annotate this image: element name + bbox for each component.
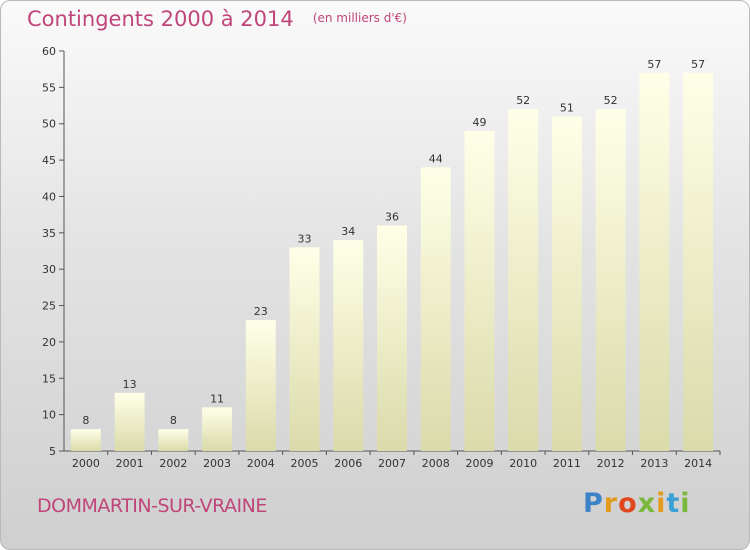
- y-tick-label: 50: [42, 118, 56, 131]
- bar-value-label: 33: [298, 232, 312, 245]
- bar: [202, 407, 233, 451]
- bar-value-label: 11: [210, 392, 224, 405]
- axes: 5 10 15 20 25 30 35 40 45 50 55 60 2000 2001 2002 2003 2…: [42, 45, 721, 470]
- title-row: Contingents 2000 à 2014 (en milliers d'€…: [27, 7, 407, 31]
- bar: [333, 240, 364, 451]
- x-tick-label: 2010: [509, 457, 537, 470]
- bar: [551, 116, 582, 452]
- x-tick-label: 2013: [640, 457, 668, 470]
- bar: [70, 429, 101, 451]
- x-tick-label: 2004: [247, 457, 275, 470]
- bar: [245, 320, 276, 451]
- bar: [289, 247, 320, 451]
- x-tick-label: 2009: [465, 457, 493, 470]
- x-tick-label: 2007: [378, 457, 406, 470]
- x-tick-label: 2006: [334, 457, 362, 470]
- x-tick-label: 2005: [291, 457, 319, 470]
- x-tick-label: 2001: [116, 457, 144, 470]
- bar-value-label: 57: [647, 58, 661, 71]
- y-tick-label: 45: [42, 154, 56, 167]
- y-tick-label: 10: [42, 409, 56, 422]
- x-tick-label: 2014: [684, 457, 712, 470]
- y-tick-label: 15: [42, 372, 56, 385]
- y-tick-label: 25: [42, 300, 56, 313]
- y-tick-label: 20: [42, 336, 56, 349]
- bar: [683, 72, 714, 452]
- x-tick-label: 2003: [203, 457, 231, 470]
- bar: [464, 131, 495, 451]
- y-tick-label: 35: [42, 227, 56, 240]
- bar: [114, 392, 145, 451]
- bar: [595, 109, 626, 451]
- x-tick-label: 2012: [597, 457, 625, 470]
- bar-value-label: 49: [472, 116, 486, 129]
- bar: [158, 429, 189, 451]
- bar-value-label: 57: [691, 58, 705, 71]
- proxiti-logo: Proxiti: [583, 488, 691, 519]
- bar-value-label: 51: [560, 101, 574, 114]
- bar-value-label: 8: [82, 414, 89, 427]
- bars: [70, 72, 714, 452]
- bar-value-label: 34: [341, 225, 355, 238]
- x-tick-label: 2000: [72, 457, 100, 470]
- bar-value-label: 52: [516, 94, 530, 107]
- x-tick-label: 2008: [422, 457, 450, 470]
- bar: [508, 109, 539, 451]
- bar-value-label: 36: [385, 211, 399, 224]
- y-tick-label: 55: [42, 81, 56, 94]
- chart-subtitle: (en milliers d'€): [312, 11, 407, 25]
- bar: [639, 72, 670, 452]
- data-labels: 8 13 8 11 23 33 34 36 44 49 52 51 52 57 57: [82, 58, 705, 427]
- bar-value-label: 13: [123, 378, 137, 391]
- bar-value-label: 8: [170, 414, 177, 427]
- x-tick-label: 2002: [159, 457, 187, 470]
- bar-value-label: 52: [604, 94, 618, 107]
- bar: [377, 225, 407, 451]
- y-tick-label: 5: [49, 445, 56, 458]
- x-tick-label: 2011: [553, 457, 581, 470]
- y-tick-label: 60: [42, 45, 56, 58]
- chart-title: Contingents 2000 à 2014: [27, 7, 294, 31]
- commune-name: DOMMARTIN-SUR-VRAINE: [37, 495, 267, 517]
- bar: [420, 167, 451, 451]
- y-tick-label: 40: [42, 190, 56, 203]
- y-tick-label: 30: [42, 263, 56, 276]
- bar-value-label: 23: [254, 305, 268, 318]
- bar-value-label: 44: [429, 152, 443, 165]
